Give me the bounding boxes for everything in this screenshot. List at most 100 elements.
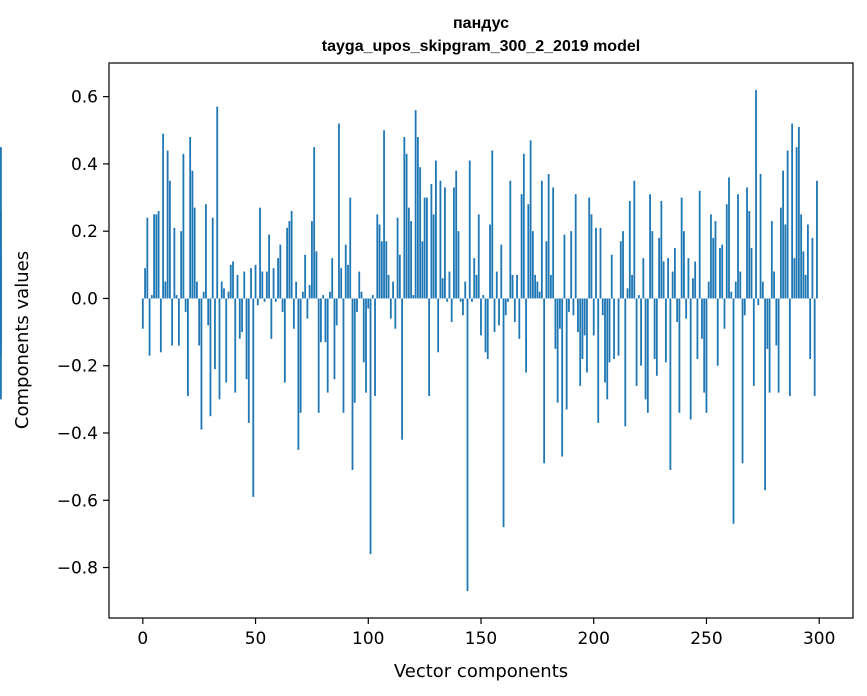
bar [421,241,424,299]
bar [534,274,537,299]
bar [0,251,2,299]
bar [320,298,322,343]
bar [642,258,645,299]
bar [268,234,270,299]
chart-title: пандус [453,15,509,32]
bar [568,298,570,312]
bar [793,258,796,299]
bar [250,268,252,299]
plot-frame [108,62,854,619]
bar [601,298,604,316]
bar [698,190,701,299]
bar [148,298,151,356]
y-tick-label: −0.8 [57,559,98,579]
bar [200,298,203,430]
bar [768,298,771,393]
bar [428,298,431,396]
bar [640,298,642,366]
bar [259,207,261,299]
bar [547,174,550,299]
bar [457,231,460,299]
bar [0,295,2,299]
bar [716,298,719,366]
bar [272,268,275,299]
bar [407,207,410,299]
bar [315,251,318,299]
bar [380,241,383,299]
bar [635,298,638,386]
bar [527,204,530,299]
bar [592,298,595,336]
bar [746,187,748,299]
bar [288,221,291,299]
bar [572,298,575,316]
bar [324,298,327,343]
bar [301,291,304,299]
bar [628,200,631,299]
x-tick-label: 50 [245,629,267,649]
bar [655,298,658,376]
bar [207,298,210,326]
bar [471,298,473,302]
bar [241,298,243,333]
bar [466,298,469,592]
bar [660,200,663,299]
bar [292,298,295,329]
bar [574,194,577,299]
bar [800,214,803,299]
bar [480,298,482,336]
bar [748,211,751,299]
bar [218,298,221,400]
bar [667,258,670,299]
bar [398,254,401,299]
bar [184,298,187,312]
bar [383,130,385,299]
bar [714,221,717,299]
bar [554,298,557,349]
bar [500,244,503,299]
bar [719,248,721,299]
bar [588,197,591,299]
bar [761,281,764,299]
bar [173,227,176,299]
bar [459,298,462,302]
bar [617,298,620,356]
bar [394,298,397,329]
bar [631,274,633,299]
bar [770,221,773,299]
bar [168,180,171,299]
bars-group [0,89,818,592]
bar [509,180,512,299]
bar [232,261,234,299]
bar [759,174,762,299]
bar [286,227,289,299]
bar [518,298,521,339]
bar [191,170,194,299]
bar [396,217,399,299]
bar [295,281,298,299]
bar [669,298,672,470]
bar [349,197,352,299]
bar [692,278,694,299]
bar [786,150,789,299]
bar [211,217,214,299]
bar [707,281,710,299]
bar [279,244,282,299]
bar [274,298,277,302]
bar [797,126,800,299]
bar [387,274,390,299]
bar [581,298,584,359]
bar [331,258,334,299]
bar [755,89,757,299]
bar [414,110,417,299]
bar [694,261,697,299]
bar [159,298,162,353]
bar [599,227,602,299]
bar [664,298,667,363]
bar [732,298,735,524]
bar [317,298,320,413]
bar [482,295,485,299]
bar [225,298,228,383]
bar [531,231,534,299]
